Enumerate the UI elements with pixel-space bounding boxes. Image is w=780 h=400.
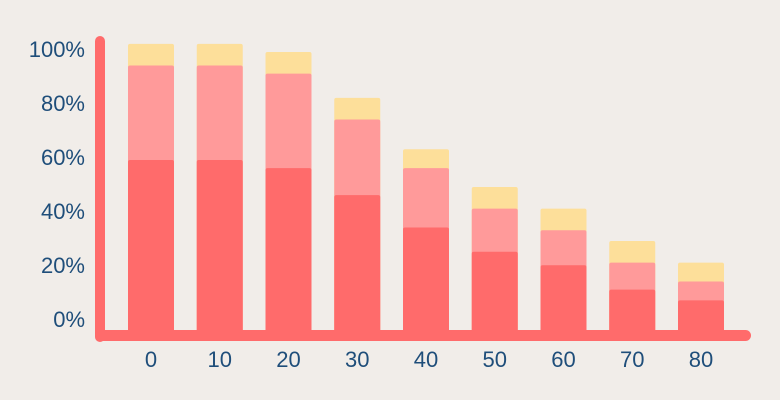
bar-20-series-1	[265, 168, 312, 334]
x-axis-line	[95, 330, 751, 341]
x-tick-label: 20	[276, 347, 300, 372]
bar-10-series-1	[196, 160, 243, 334]
x-axis-ticks: 0 10 20 30 40 50 60 70 80	[145, 347, 713, 372]
x-tick-label: 70	[620, 347, 644, 372]
y-axis-ticks: 0% 20% 40% 60% 80% 100%	[29, 37, 85, 332]
x-tick-label: 0	[145, 347, 157, 372]
bar-60-series-1	[540, 265, 587, 334]
y-tick-label: 0%	[53, 307, 85, 332]
x-tick-label: 60	[551, 347, 575, 372]
x-tick-label: 30	[345, 347, 369, 372]
bars-layer	[128, 43, 724, 335]
y-tick-label: 40%	[41, 199, 85, 224]
x-tick-label: 50	[483, 347, 507, 372]
bar-40-series-1	[403, 227, 449, 334]
x-tick-label: 40	[414, 347, 438, 372]
y-tick-label: 100%	[29, 37, 85, 62]
x-tick-label: 80	[689, 347, 713, 372]
y-tick-label: 20%	[41, 253, 85, 278]
y-tick-label: 80%	[41, 91, 85, 116]
bar-0-series-1	[128, 160, 174, 334]
bar-50-series-1	[471, 251, 518, 334]
y-axis-line	[95, 36, 105, 342]
bar-70-series-1	[609, 289, 656, 334]
bar-30-series-1	[334, 195, 381, 334]
bar-80-series-1	[678, 300, 724, 334]
x-tick-label: 10	[208, 347, 232, 372]
y-tick-label: 60%	[41, 145, 85, 170]
